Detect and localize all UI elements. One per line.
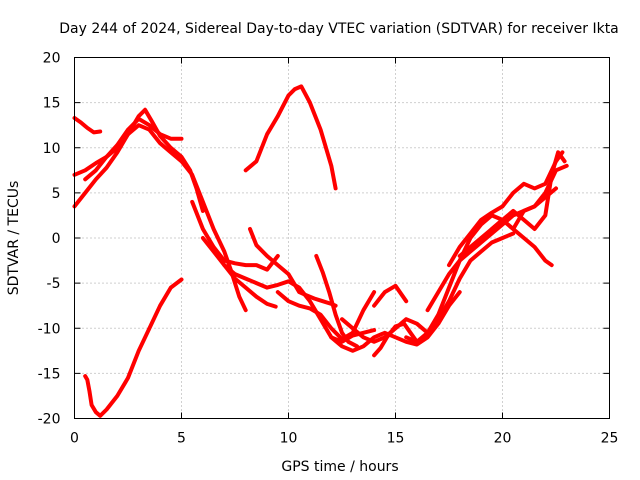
series-line-track-19 — [447, 150, 565, 268]
x-axis-label: GPS time / hours — [281, 459, 398, 475]
series-line-track-16 — [372, 283, 409, 308]
series-line-track-8 — [248, 227, 338, 308]
chart-title: Day 244 of 2024, Sidereal Day-to-day VTE… — [59, 21, 619, 37]
x-tick-label: 20 — [494, 431, 512, 447]
series-line-track-12 — [314, 254, 359, 349]
y-tick-label: 15 — [43, 96, 61, 112]
series-line-track-15 — [372, 321, 419, 358]
x-tick-label: 25 — [601, 431, 619, 447]
axis-ticks — [74, 57, 610, 419]
series-line-track-17 — [404, 213, 554, 344]
y-tick-label: 20 — [43, 51, 61, 67]
series-line-track-5 — [83, 277, 184, 418]
series-line-track-14 — [340, 231, 516, 344]
y-tick-label: 5 — [52, 186, 61, 202]
series-line-track-9 — [222, 263, 278, 309]
y-tick-label: -15 — [38, 366, 61, 382]
y-tick-label: -5 — [47, 276, 61, 292]
series-line-track-1 — [72, 116, 103, 135]
series-line-track-6 — [190, 199, 280, 272]
x-tick-label: 10 — [280, 431, 298, 447]
y-tick-label: 0 — [52, 231, 61, 247]
series-line-track-4 — [83, 123, 248, 313]
series-line-track-10 — [243, 84, 338, 191]
y-axis-label: SDTVAR / TECUs — [6, 181, 22, 296]
tick-labels: 0 5 10 15 20 25 -20 -15 -10 -5 0 5 10 15 20 — [38, 51, 619, 447]
x-tick-label: 0 — [70, 431, 79, 447]
y-tick-label: 10 — [43, 141, 61, 157]
series-line-track-11 — [275, 290, 377, 342]
x-tick-label: 15 — [387, 431, 405, 447]
series-line-track-21 — [489, 150, 567, 231]
x-tick-label: 5 — [177, 431, 186, 447]
grid — [74, 57, 610, 419]
y-tick-label: -20 — [38, 412, 61, 428]
series-layer — [72, 84, 569, 418]
y-tick-label: -10 — [38, 321, 61, 337]
series-line-track-2 — [72, 116, 184, 177]
series-line-track-13 — [329, 290, 462, 353]
